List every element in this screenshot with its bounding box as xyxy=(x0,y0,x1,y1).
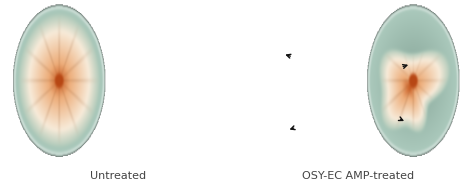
Text: OSY-EC AMP-treated: OSY-EC AMP-treated xyxy=(302,171,414,181)
Text: Untreated: Untreated xyxy=(91,171,146,181)
